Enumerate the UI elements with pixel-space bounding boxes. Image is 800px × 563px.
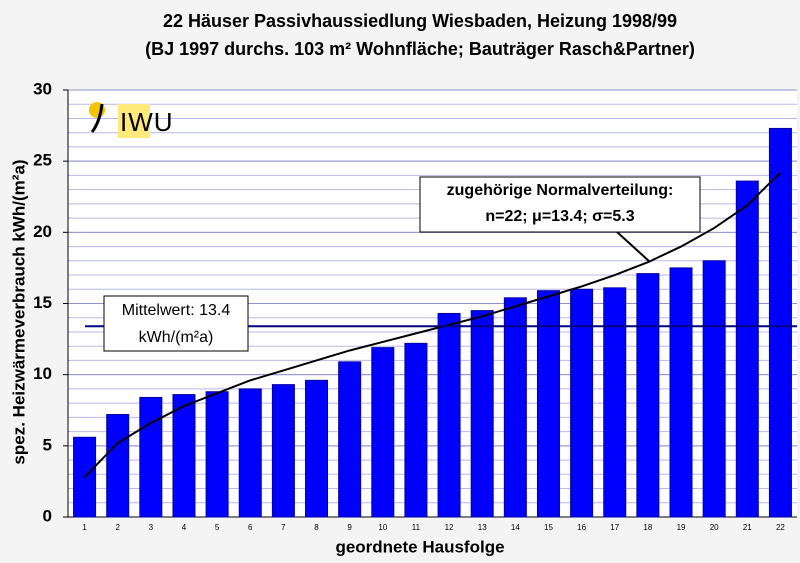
chart-subtitle: (BJ 1997 durchs. 103 m² Wohnfläche; Baut… xyxy=(145,39,695,59)
mean-box xyxy=(103,295,249,352)
x-tick-label: 17 xyxy=(610,523,619,532)
x-tick-label: 11 xyxy=(412,523,421,532)
x-tick-label: 1 xyxy=(82,523,87,532)
logo-box xyxy=(118,104,150,138)
y-tick-label: 0 xyxy=(43,506,52,525)
normal-curve xyxy=(83,171,782,478)
bar xyxy=(503,297,527,518)
y-tick-label: 5 xyxy=(43,435,52,454)
x-tick-label: 9 xyxy=(347,523,352,532)
annotation: n=22; μ=13.4; σ=5.3 xyxy=(485,208,634,225)
bar xyxy=(437,312,461,518)
x-tick-label: 6 xyxy=(248,523,253,532)
bar xyxy=(470,310,494,518)
x-tick-label: 7 xyxy=(281,523,286,532)
bar xyxy=(139,396,163,518)
x-tick-label: 21 xyxy=(743,523,752,532)
x-tick-label: 8 xyxy=(314,523,319,532)
bar xyxy=(404,342,428,518)
bar xyxy=(702,260,726,518)
normal-box xyxy=(419,176,701,233)
x-tick-label: 14 xyxy=(511,523,520,532)
x-tick-label: 16 xyxy=(577,523,586,532)
chart-title: 22 Häuser Passivhaussiedlung Wiesbaden, … xyxy=(163,11,677,31)
x-tick-label: 2 xyxy=(115,523,120,532)
bar xyxy=(172,394,196,518)
bar xyxy=(570,288,594,518)
x-tick-label: 20 xyxy=(710,523,719,532)
x-tick-label: 12 xyxy=(445,523,454,532)
logo-text: IWU xyxy=(120,107,174,137)
x-tick-label: 10 xyxy=(378,523,387,532)
bar xyxy=(271,384,295,518)
annotation-pointer xyxy=(616,231,651,263)
x-tick-label: 15 xyxy=(544,523,553,532)
x-tick-label: 18 xyxy=(643,523,652,532)
bar xyxy=(536,290,560,518)
bar xyxy=(669,267,693,518)
bar xyxy=(371,347,395,518)
x-tick-label: 19 xyxy=(677,523,686,532)
x-tick-label: 22 xyxy=(776,523,785,532)
x-tick-label: 3 xyxy=(149,523,154,532)
bar xyxy=(768,127,792,518)
bar xyxy=(238,388,262,518)
bar xyxy=(338,361,362,518)
bar xyxy=(735,180,759,518)
annotation: Mittelwert: 13.4 xyxy=(122,302,231,319)
bar xyxy=(636,273,660,518)
x-tick-label: 4 xyxy=(182,523,187,532)
y-tick-label: 30 xyxy=(33,79,52,98)
bar xyxy=(205,391,229,518)
bar xyxy=(603,287,627,518)
logo-stroke xyxy=(90,103,104,133)
y-tick-label: 25 xyxy=(33,151,52,170)
y-tick-label: 10 xyxy=(33,364,52,383)
y-tick-label: 15 xyxy=(33,293,52,312)
y-tick-label: 20 xyxy=(33,222,52,241)
x-tick-label: 5 xyxy=(215,523,220,532)
annotation: zugehörige Normalverteilung: xyxy=(447,182,674,199)
x-axis-title: geordnete Hausfolge xyxy=(335,537,504,556)
annotation: kWh/(m²a) xyxy=(139,329,214,346)
bar xyxy=(305,379,329,518)
bar xyxy=(106,414,130,518)
y-axis-title: spez. Heizwärmeverbrauch kWh/(m²a) xyxy=(9,159,28,464)
x-tick-label: 13 xyxy=(478,523,487,532)
